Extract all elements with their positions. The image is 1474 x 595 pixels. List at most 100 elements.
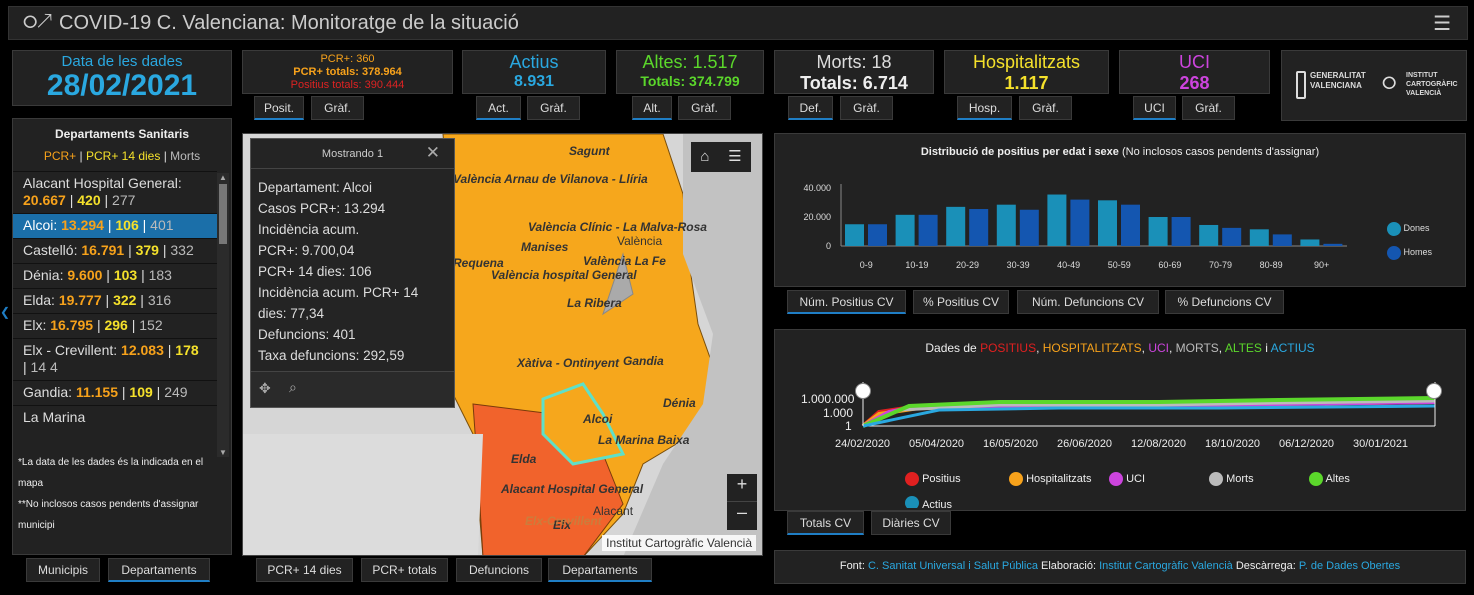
scrollbar-down-icon[interactable]: ▼	[219, 448, 227, 457]
range-handle-start[interactable]	[855, 383, 871, 399]
bar-homes[interactable]	[1171, 217, 1191, 246]
dept-morts: 401	[150, 217, 174, 233]
bar-homes[interactable]	[868, 224, 887, 246]
department-item[interactable]: Castelló: 16.791 | 379 | 332	[13, 238, 217, 263]
legend-actius[interactable]: Actius	[905, 496, 952, 508]
tab-pct-positius[interactable]: % Positius CV	[913, 290, 1009, 314]
popup-line: Incidència acum. PCR+ 14	[258, 285, 419, 300]
bar-dones[interactable]	[845, 224, 864, 246]
time-title-positius: POSITIUS	[980, 341, 1037, 355]
tab-graf-uci[interactable]: Gràf.	[1182, 96, 1235, 120]
tab-map-departaments[interactable]: Departaments	[548, 558, 652, 582]
bar-dones[interactable]	[1148, 217, 1168, 246]
dept-pcr14: 103	[113, 267, 138, 283]
tab-posit[interactable]: Posit.	[254, 96, 304, 120]
home-icon[interactable]: ⌂	[700, 148, 710, 165]
dept-pcr14: 178	[175, 342, 199, 358]
kpi-altes-title: Altes: 1.517	[642, 52, 738, 72]
bar-homes[interactable]	[1121, 204, 1140, 246]
bar-homes[interactable]	[1272, 234, 1292, 246]
bar-dones[interactable]	[1199, 224, 1219, 246]
zoom-out-button[interactable]: –	[736, 502, 747, 522]
x-tick-label: 0-9	[860, 260, 873, 270]
bar-dones[interactable]	[1249, 229, 1269, 246]
bar-dones[interactable]	[1098, 200, 1117, 246]
tab-graf-altes[interactable]: Gràf.	[678, 96, 731, 120]
map-label: Dénia	[663, 396, 696, 410]
scrollbar[interactable]: ▲ ▼	[217, 173, 229, 457]
tab-totals-cv[interactable]: Totals CV	[787, 511, 864, 535]
tab-hosp[interactable]: Hosp.	[957, 96, 1012, 120]
bar-homes[interactable]	[1070, 199, 1090, 246]
tab-departaments[interactable]: Departaments	[108, 558, 210, 582]
legend-altes[interactable]: Altes	[1309, 472, 1350, 486]
footer-download-link[interactable]: P. de Dades Obertes	[1298, 560, 1401, 572]
zoom-to-icon[interactable]: ⌕	[289, 379, 297, 395]
bar-dones[interactable]	[1047, 194, 1067, 246]
dept-name: Castelló:	[23, 242, 78, 258]
kpi-morts: Morts: 18 Totals: 6.714	[774, 50, 934, 94]
close-icon[interactable]: ✕	[425, 143, 440, 162]
bar-homes[interactable]	[1019, 209, 1039, 246]
tab-diaries-cv[interactable]: Diàries CV	[871, 511, 951, 535]
tab-graf-morts[interactable]: Gràf.	[840, 96, 893, 120]
bar-homes[interactable]	[1323, 243, 1343, 246]
bar-homes[interactable]	[969, 209, 989, 246]
range-handle-end[interactable]	[1426, 383, 1442, 399]
department-item[interactable]: Dénia: 9.600 | 103 | 183	[13, 263, 217, 288]
tab-graf-actius[interactable]: Gràf.	[527, 96, 580, 120]
x-tick: 06/12/2020	[1279, 438, 1335, 450]
tab-municipis[interactable]: Municipis	[26, 558, 100, 582]
dept-pcr14: 296	[104, 317, 128, 333]
tab-num-defuncions[interactable]: Núm. Defuncions CV	[1017, 290, 1159, 314]
altes-swatch	[1309, 472, 1323, 486]
tab-pcr-totals[interactable]: PCR+ totals	[361, 558, 448, 582]
tab-def[interactable]: Def.	[788, 96, 833, 120]
tab-alt[interactable]: Alt.	[632, 96, 672, 120]
tab-graf-hosp[interactable]: Gràf.	[1019, 96, 1072, 120]
legend-uci[interactable]: UCI	[1109, 472, 1145, 486]
scrollbar-up-icon[interactable]: ▲	[219, 173, 227, 182]
bar-dones[interactable]	[1300, 239, 1320, 246]
hamburger-icon[interactable]: ☰	[1433, 13, 1451, 35]
legend-positius[interactable]: Positius	[905, 472, 961, 486]
department-item[interactable]: Elda: 19.777 | 322 | 316	[13, 288, 217, 313]
x-tick-label: 30-39	[1007, 260, 1030, 270]
tab-uci[interactable]: UCI	[1133, 96, 1176, 120]
department-item[interactable]: Elx: 16.795 | 296 | 152	[13, 313, 217, 338]
tab-num-positius[interactable]: Núm. Positius CV	[787, 290, 906, 314]
legend-hosp[interactable]: Hospitalitzats	[1009, 472, 1091, 486]
pan-icon[interactable]: ✥	[259, 380, 271, 396]
bar-homes[interactable]	[918, 214, 938, 246]
x-tick-label: 60-69	[1158, 260, 1181, 270]
tab-pcr14[interactable]: PCR+ 14 dies	[256, 558, 353, 582]
bar-homes[interactable]	[1222, 227, 1242, 246]
department-item[interactable]: Gandia: 11.155 | 109 | 249	[13, 380, 217, 405]
legend-morts[interactable]: Morts	[1209, 472, 1254, 486]
layer-list-icon[interactable]: ☰	[728, 148, 742, 165]
icv-logo-line: INSTITUT	[1406, 72, 1438, 79]
footer-source-link[interactable]: C. Sanitat Universal i Salut Pública	[867, 560, 1038, 572]
bar-dones[interactable]	[895, 214, 915, 246]
tab-act[interactable]: Act.	[476, 96, 521, 120]
dept-pcr: 11.155	[75, 384, 118, 400]
zoom-in-button[interactable]: +	[727, 474, 757, 502]
tab-defuncions[interactable]: Defuncions	[456, 558, 542, 582]
department-item[interactable]: Alacant Hospital General: 20.667 | 420 |…	[13, 171, 217, 213]
popup-line: PCR+: 9.700,04	[258, 243, 355, 258]
dept-morts: 152	[139, 317, 163, 333]
tab-pct-defuncions[interactable]: % Defuncions CV	[1165, 290, 1284, 314]
bar-dones[interactable]	[996, 204, 1016, 246]
time-chart-panel: Dades de POSITIUS, HOSPITALITZATS, UCI, …	[774, 329, 1466, 511]
dept-morts: 183	[148, 267, 172, 283]
tab-graf-posit[interactable]: Gràf.	[311, 96, 364, 120]
department-item[interactable]: Alcoi: 13.294 | 106 | 401	[13, 213, 217, 238]
department-item[interactable]: La Marina	[13, 405, 217, 430]
scrollbar-thumb[interactable]	[219, 184, 227, 244]
age-chart-title-rest: (No inclosos casos pendents d'assignar)	[1118, 146, 1320, 158]
collapse-arrow-icon[interactable]: ❮	[0, 305, 11, 319]
footer-icv-link[interactable]: Institut Cartogràfic Valencià	[1099, 560, 1233, 572]
map-home-button[interactable]: ⌂ ☰	[691, 142, 751, 172]
bar-dones[interactable]	[946, 206, 966, 246]
department-item[interactable]: Elx - Crevillent: 12.083 | 178 | 14 4	[13, 338, 217, 380]
